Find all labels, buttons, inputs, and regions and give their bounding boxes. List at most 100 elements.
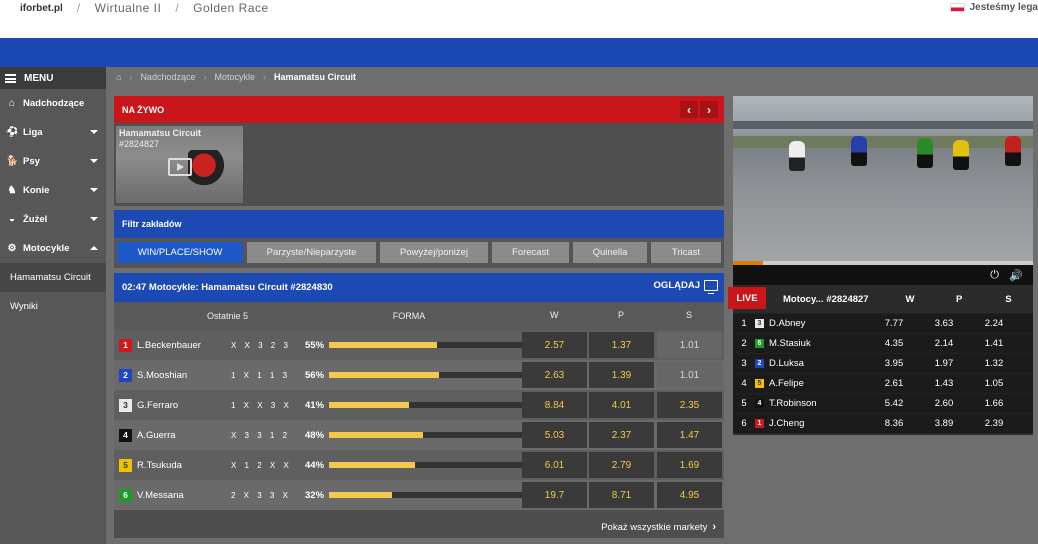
runner-last5: 1 X X 3 X — [231, 400, 292, 410]
odds-s: 1.32 — [984, 358, 1004, 369]
crumb-wirtualne[interactable]: Wirtualne II — [94, 1, 162, 15]
tab-quinella[interactable]: Quinella — [573, 242, 647, 263]
motorcycle-image — [851, 136, 867, 166]
sidebar-item-konie[interactable]: ♞ Konie — [0, 176, 106, 205]
odds-s-button[interactable]: 1.69 — [657, 452, 722, 478]
show-all-label: Pokaż wszystkie markety — [601, 521, 708, 533]
tab-parzyste[interactable]: Parzyste/Nieparzyste — [247, 242, 376, 263]
crumb-nadchodzace[interactable]: Nadchodzące — [140, 72, 196, 82]
thumb-id: #2824827 — [119, 139, 160, 149]
col-p: P — [956, 293, 963, 305]
sidebar-item-label: Nadchodzące — [23, 98, 85, 109]
home-icon[interactable]: ⌂ — [116, 72, 122, 82]
odds-p-button[interactable]: 2.37 — [589, 422, 654, 448]
odds-s-button[interactable]: 1.47 — [657, 422, 722, 448]
tab-tricast[interactable]: Tricast — [651, 242, 721, 263]
chevron-down-icon — [90, 159, 98, 163]
crumb-separator: › — [263, 72, 266, 82]
odds-w-button[interactable]: 8.84 — [522, 392, 587, 418]
next-arrow-icon[interactable]: › — [700, 101, 718, 118]
tab-forecast[interactable]: Forecast — [492, 242, 569, 263]
menu-label: MENU — [24, 72, 54, 84]
form-bar-fill — [329, 492, 392, 498]
odds-p-button[interactable]: 4.01 — [589, 392, 654, 418]
odds-p-button[interactable]: 1.39 — [589, 362, 654, 388]
odds-s-button[interactable]: 2.35 — [657, 392, 722, 418]
runner-cell: 1 J.Cheng — [755, 418, 869, 429]
odds-p: 3.89 — [934, 418, 954, 429]
odds-s-button[interactable]: 4.95 — [657, 482, 722, 508]
rider-image — [188, 150, 228, 188]
show-all-markets-link[interactable]: Pokaż wszystkie markety › — [601, 521, 716, 533]
runner-form-pct: 41% — [305, 399, 325, 411]
sidebar-item-label: Liga — [23, 127, 43, 138]
odds-s: 1.66 — [984, 398, 1004, 409]
sidebar-item-label: Motocykle — [23, 243, 70, 254]
form-bar-fill — [329, 402, 410, 408]
odds-w-button[interactable]: 19.7 — [522, 482, 587, 508]
odds-p: 1.97 — [934, 358, 954, 369]
runner-form-pct: 56% — [305, 369, 325, 381]
sidebar-item-motocykle[interactable]: ⚙ Motocykle — [0, 234, 106, 263]
crumb-motocykle[interactable]: Motocykle — [214, 72, 255, 82]
motorcycle-image — [789, 141, 805, 171]
sidebar-item-liga[interactable]: ⚽ Liga — [0, 118, 106, 147]
sidebar-item-nadchodzace[interactable]: ⌂ Nadchodzące — [0, 89, 106, 118]
odds-p: 2.14 — [934, 338, 954, 349]
table-row: 4 A.Guerra X 3 3 1 2 48% 5.03 2.37 1.47 — [114, 420, 724, 450]
form-bar — [329, 492, 525, 498]
legal-notice[interactable]: Jesteśmy lega — [949, 2, 1038, 13]
odds-p-button[interactable]: 2.79 — [589, 452, 654, 478]
odds-p: 3.63 — [934, 318, 954, 329]
runner-cell: 3 D.Abney — [755, 318, 869, 329]
menu-toggle[interactable]: MENU — [0, 67, 106, 89]
col-form: FORMA — [392, 311, 426, 321]
odds-p-button[interactable]: 1.37 — [589, 332, 654, 358]
runner-last5: X 3 3 1 2 — [231, 430, 291, 440]
odds-w-button[interactable]: 5.03 — [522, 422, 587, 448]
live-arrows: ‹ › — [680, 101, 718, 118]
brand-link[interactable]: iforbet.pl — [20, 2, 63, 14]
col-p: P — [618, 310, 625, 320]
crumb-golden-race[interactable]: Golden Race — [193, 1, 269, 15]
prev-arrow-icon[interactable]: ‹ — [680, 101, 698, 118]
power-icon[interactable]: ⏻ — [990, 269, 999, 281]
odds-w-button[interactable]: 6.01 — [522, 452, 587, 478]
runner-last5: 1 X 1 1 3 — [231, 370, 291, 380]
race-title: 02:47 Motocykle: Hamamatsu Circuit #2824… — [122, 282, 333, 293]
tab-win-place-show[interactable]: WIN/PLACE/SHOW — [117, 242, 243, 263]
runner-number-badge: 1 — [119, 338, 132, 352]
sidebar-item-psy[interactable]: 🐕 Psy — [0, 147, 106, 176]
odds-s-button[interactable]: 1.01 — [657, 362, 722, 388]
form-bar-fill — [329, 342, 437, 348]
runner-form-pct: 55% — [305, 339, 325, 351]
motorcycle-image — [953, 140, 969, 170]
runner-cell: 4 T.Robinson — [755, 398, 869, 409]
chevron-up-icon — [90, 246, 98, 250]
race-video[interactable] — [733, 96, 1033, 264]
live-table-header: LIVE Motocy... #2824827 W P S — [728, 285, 1033, 313]
odds-s: 2.24 — [984, 318, 1004, 329]
live-event-thumbnail[interactable]: Hamamatsu Circuit #2824827 — [116, 126, 243, 203]
sidebar-item-zuzel[interactable]: ◒ Żużel — [0, 205, 106, 234]
odds-w-button[interactable]: 2.63 — [522, 362, 587, 388]
runner-name: D.Abney — [769, 318, 806, 329]
watch-button[interactable]: OGLĄDAJ — [654, 280, 718, 294]
col-last5: Ostatnie 5 — [206, 311, 249, 321]
odds-s-button[interactable]: 1.01 — [657, 332, 722, 358]
race-rows: 1 L.Beckenbauer X X 3 2 3 55% 2.57 1.37 1.01 2 S… — [114, 330, 724, 510]
form-bar — [329, 432, 525, 438]
sidebar-sub-wyniki[interactable]: Wyniki — [10, 301, 38, 312]
table-row: 5 4 T.Robinson 5.42 2.60 1.66 — [733, 393, 1033, 413]
race-table: Ostatnie 5 FORMA W P S 1 L.Beckenbauer X X… — [114, 302, 724, 538]
volume-icon[interactable]: 🔊 — [1009, 270, 1023, 282]
odds-p-button[interactable]: 8.71 — [589, 482, 654, 508]
sidebar: MENU ⌂ Nadchodzące ⚽ Liga 🐕 Psy ♞ Konie … — [0, 67, 106, 544]
odds-w-button[interactable]: 2.57 — [522, 332, 587, 358]
sidebar-sub-hamamatsu[interactable]: Hamamatsu Circuit — [0, 263, 106, 292]
runner-number-badge: 4 — [119, 428, 132, 442]
video-progress-bar[interactable] — [733, 261, 1033, 265]
tab-powyzej[interactable]: Powyżej/poniżej — [380, 242, 488, 263]
table-row: 2 6 M.Stasiuk 4.35 2.14 1.41 — [733, 333, 1033, 353]
runner-cell: 5 A.Felipe — [755, 378, 869, 389]
